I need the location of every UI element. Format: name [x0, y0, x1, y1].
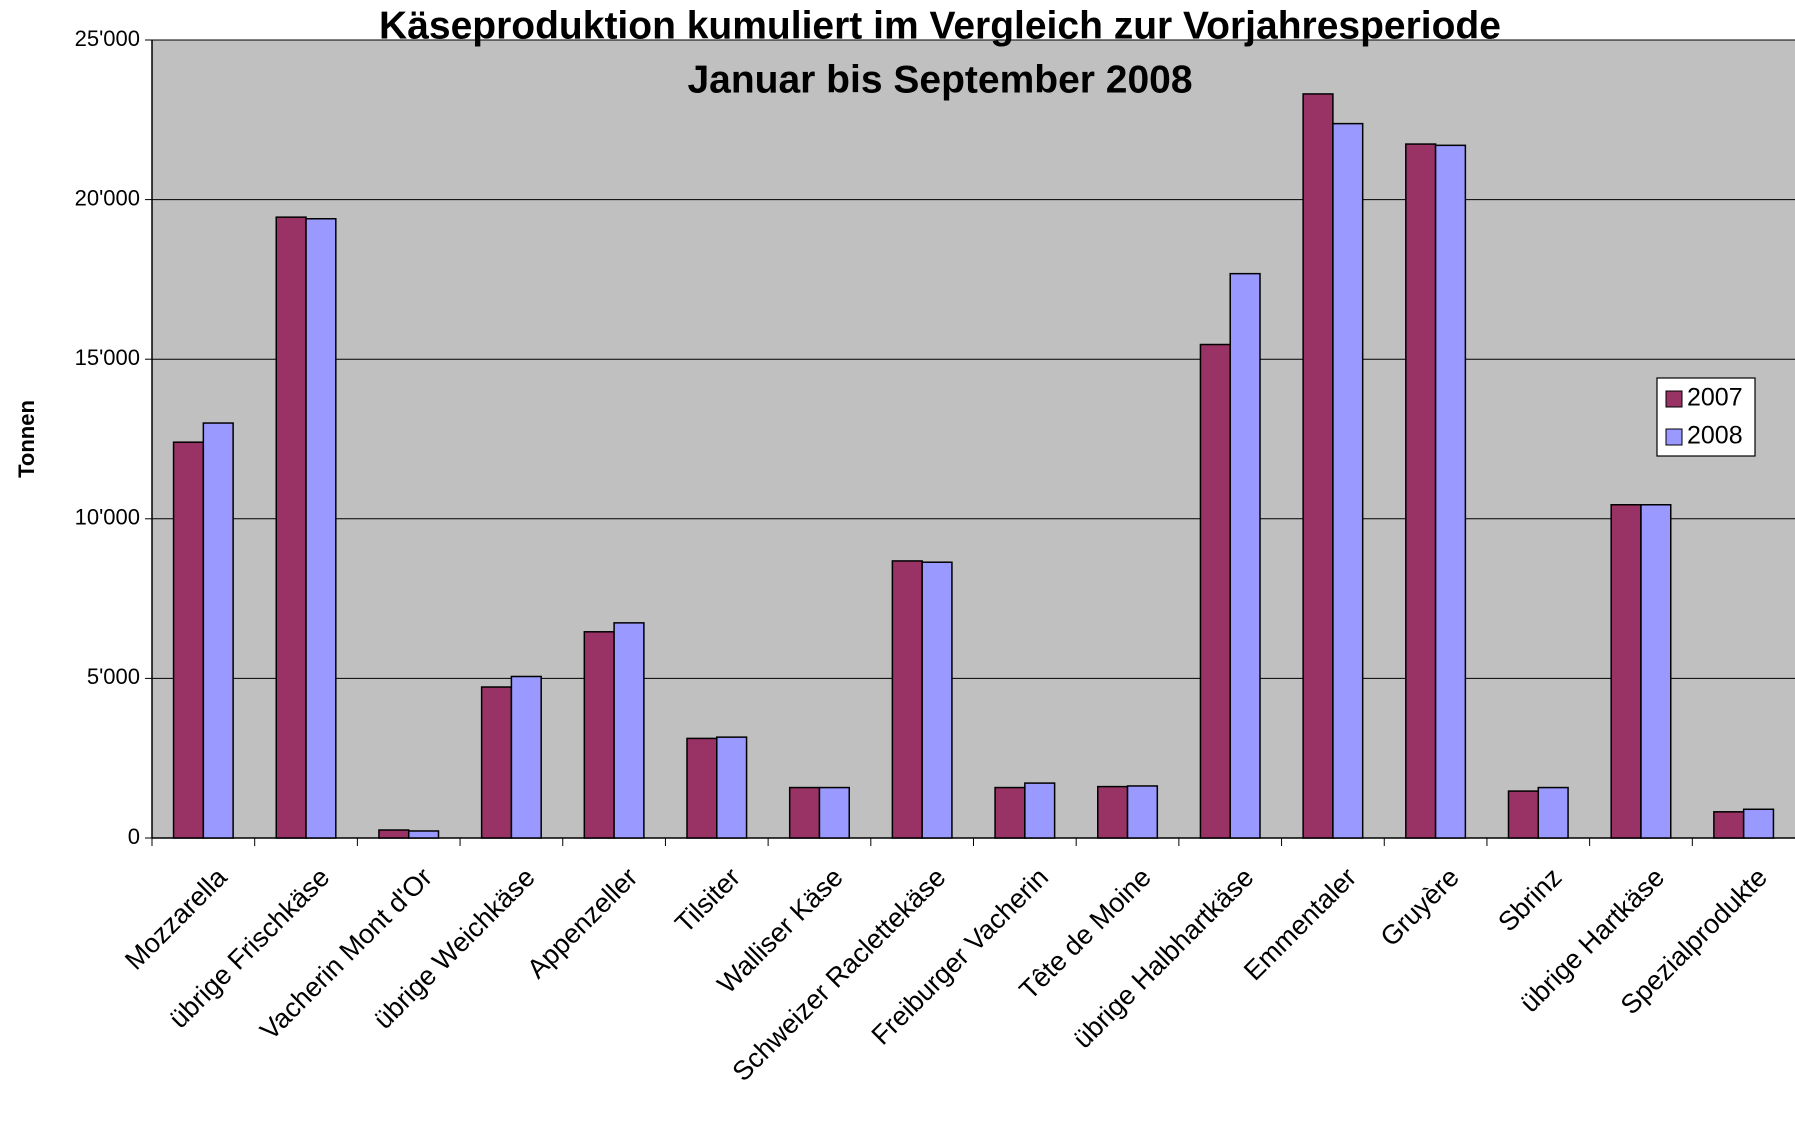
bar [583, 631, 615, 839]
bar [818, 786, 850, 839]
bar [1229, 272, 1261, 839]
x-tick-label: Mozzarella [119, 861, 233, 975]
bar [1302, 93, 1334, 839]
bar [275, 216, 307, 839]
bar [686, 737, 718, 839]
bar [202, 422, 234, 839]
x-tick-label: Schweizer Raclettekäse [726, 862, 951, 1087]
bar [1024, 782, 1056, 839]
x-tick-label: Gruyère [1375, 862, 1465, 952]
y-tick-label: 20'000 [75, 185, 140, 210]
legend-label: 2008 [1687, 422, 1743, 450]
bar [407, 830, 440, 839]
bar [1405, 143, 1437, 839]
bar [172, 441, 205, 839]
bar [1507, 790, 1540, 839]
y-axis-title: Tonnen [14, 400, 39, 478]
y-tick-label: 0 [128, 824, 140, 849]
x-tick-label: Sbrinz [1492, 862, 1567, 937]
x-tick-label: übrige Halbhartkäse [1067, 862, 1259, 1054]
bar [788, 786, 821, 839]
x-tick-label: Vacherin Mont d'Or [254, 862, 438, 1046]
bar [1742, 808, 1775, 839]
y-tick-label: 10'000 [75, 505, 140, 530]
y-tick-label: 25'000 [75, 26, 140, 51]
bar [1199, 343, 1231, 839]
x-tick-label: Appenzeller [521, 862, 643, 984]
bar [1097, 785, 1129, 839]
x-tick-label: Freiburger Vacherin [866, 862, 1055, 1051]
bar [305, 218, 337, 839]
bar [1537, 786, 1569, 839]
bar [1332, 122, 1364, 839]
bar [1434, 144, 1467, 839]
chart-subtitle: Januar bis September 2008 [687, 58, 1192, 101]
bar [891, 560, 923, 839]
y-tick-label: 5'000 [87, 664, 140, 689]
x-tick-label: Tilsiter [669, 862, 746, 939]
bar [510, 675, 542, 839]
bar [480, 686, 513, 839]
bar [716, 736, 748, 839]
bar [994, 786, 1026, 839]
legend-label: 2007 [1687, 384, 1743, 412]
legend-swatch [1665, 390, 1683, 408]
legend-swatch [1665, 428, 1683, 446]
plot-area [152, 40, 1795, 838]
bar [921, 561, 953, 839]
bar [378, 829, 410, 839]
bar [613, 622, 645, 839]
chart-title: Käseproduktion kumuliert im Vergleich zu… [379, 4, 1501, 47]
bar [1713, 811, 1745, 839]
bar [1610, 504, 1642, 839]
y-tick-label: 15'000 [75, 345, 140, 370]
bar [1126, 785, 1159, 839]
bar [1640, 504, 1672, 839]
